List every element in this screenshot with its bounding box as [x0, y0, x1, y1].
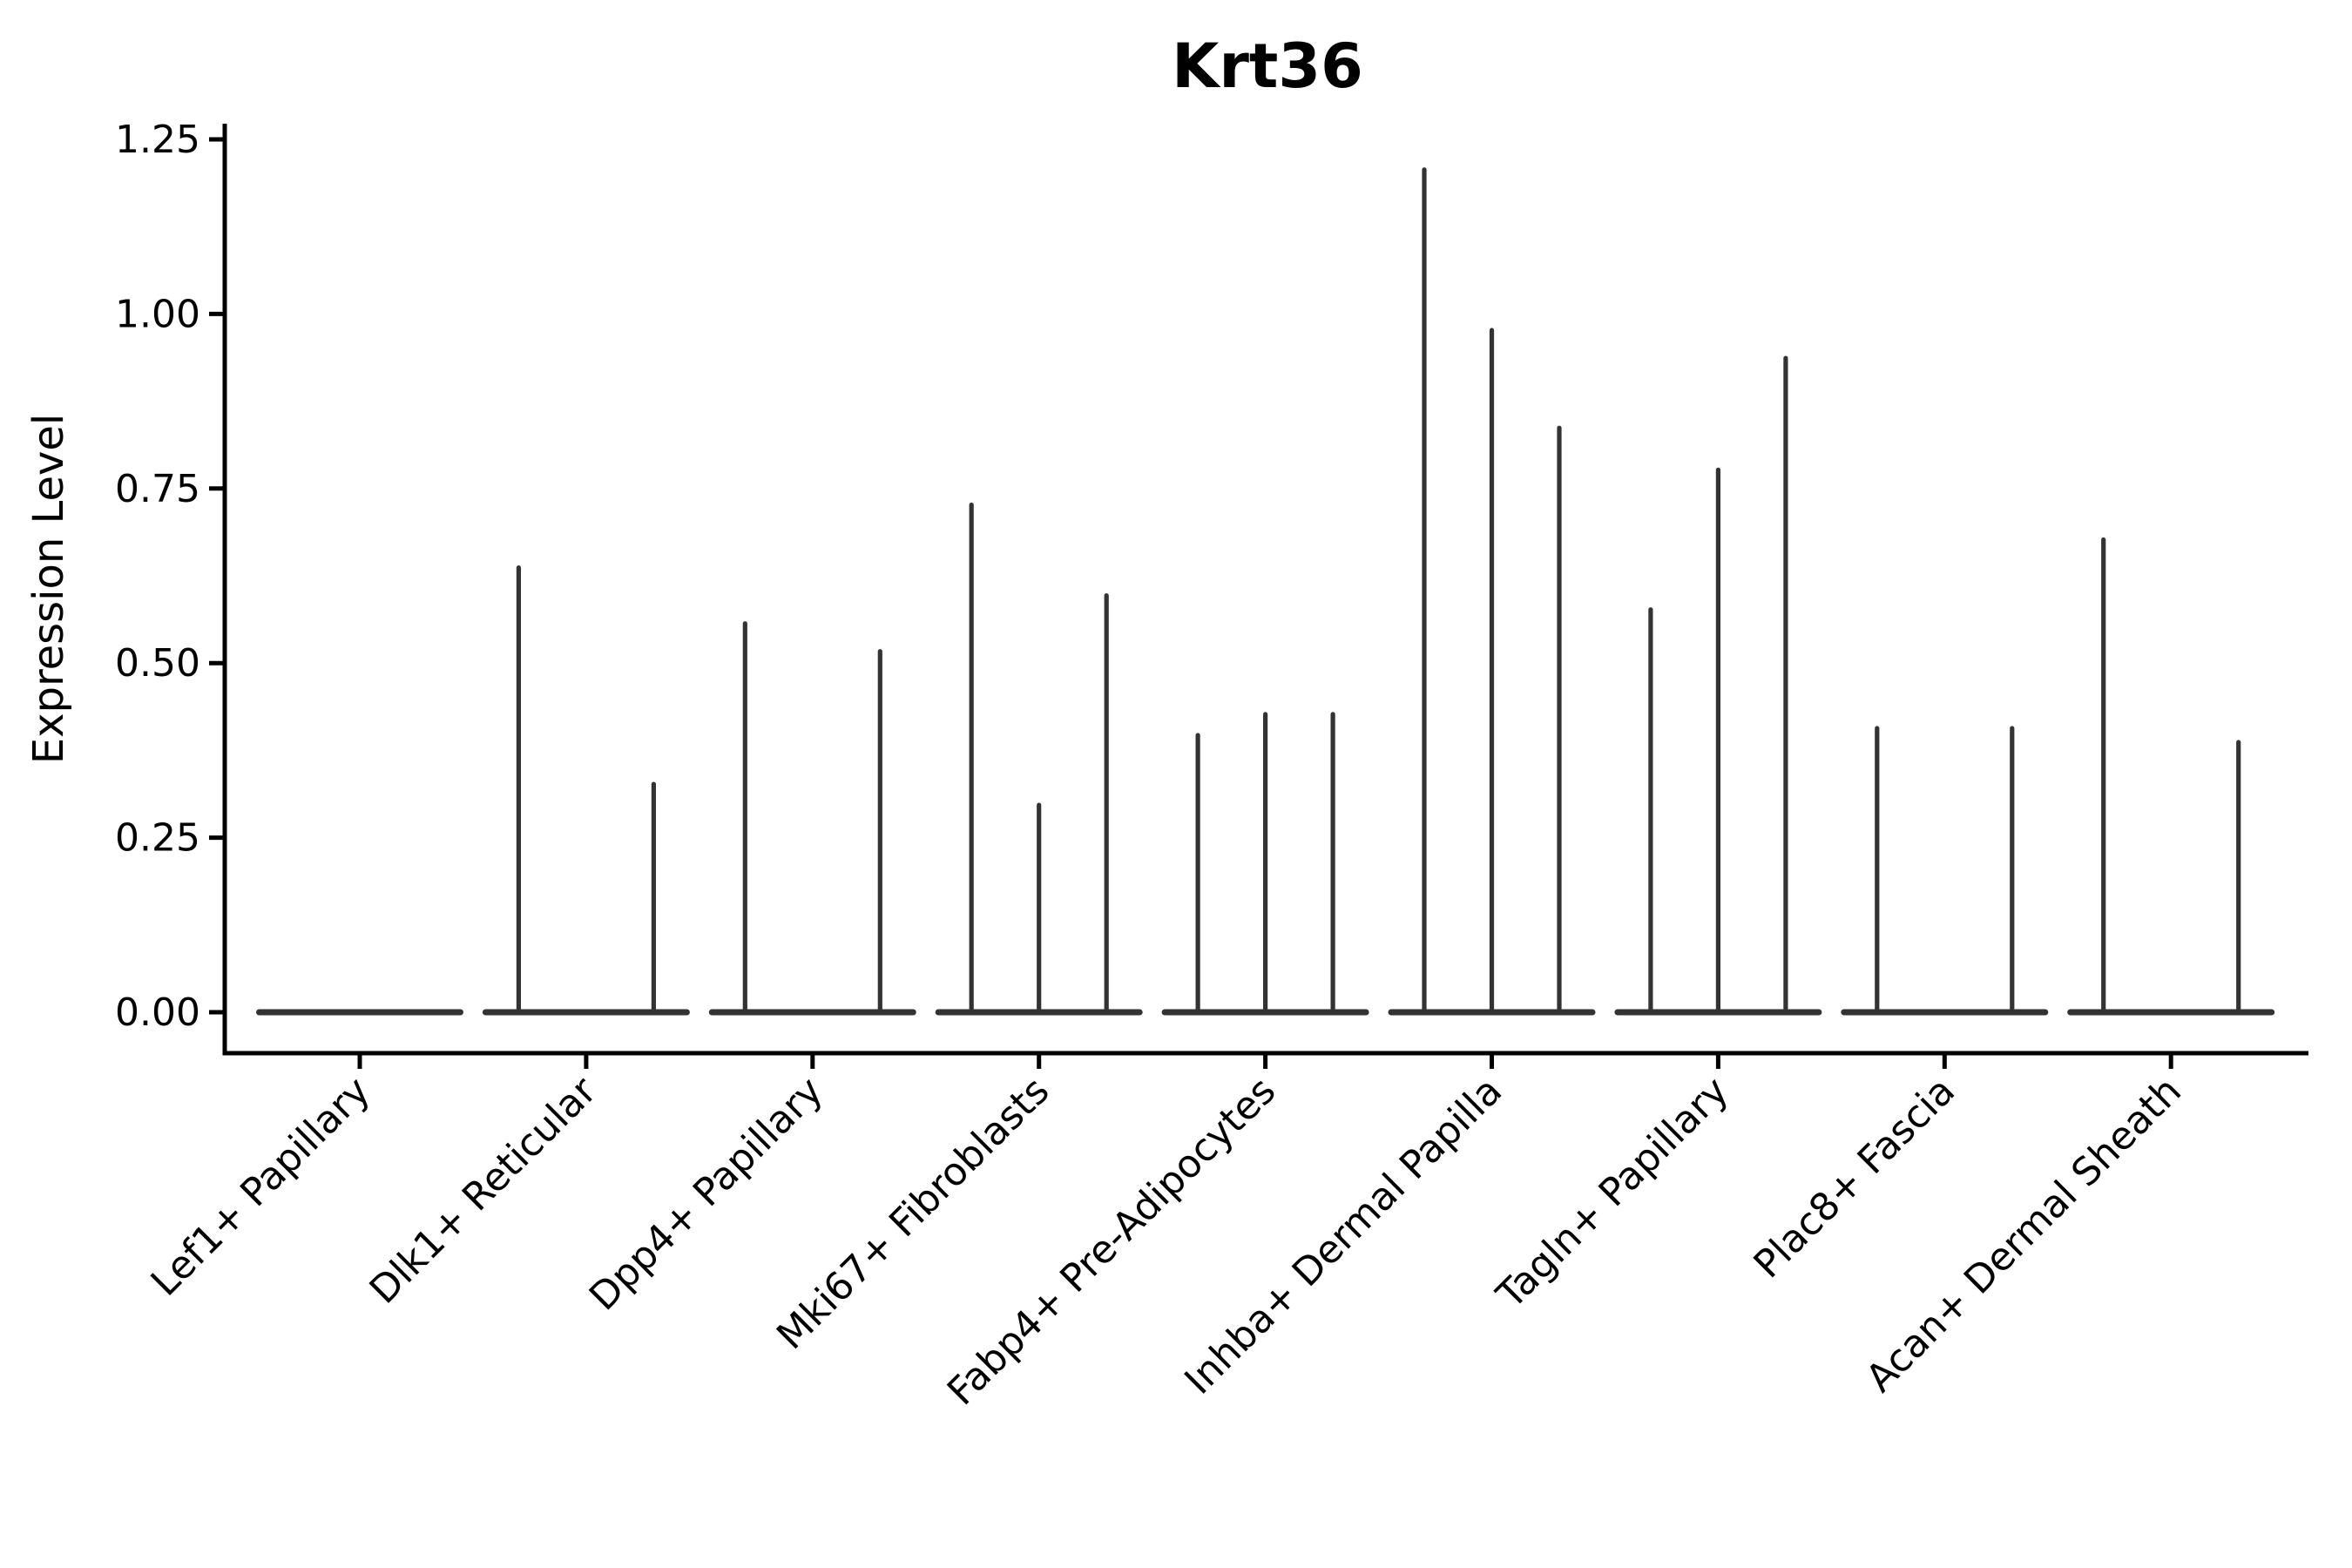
- violin-spike: [969, 502, 974, 1016]
- violin-spike: [1783, 355, 1788, 1016]
- x-tick-label: Dpp4+ Papillary: [581, 1069, 832, 1320]
- violin-spike: [651, 781, 656, 1016]
- chart-title: Krt36: [1172, 30, 1363, 102]
- violin-baseline: [708, 1009, 916, 1016]
- violin: [1161, 712, 1369, 1016]
- violin-baseline: [1841, 1009, 2049, 1016]
- y-tick-label: 0.00: [115, 990, 200, 1035]
- violin-spike: [1715, 467, 1720, 1016]
- violin-spike: [1875, 726, 1880, 1016]
- violin: [1388, 167, 1596, 1016]
- violin-baseline: [256, 1009, 463, 1016]
- violin-spike: [1195, 733, 1200, 1016]
- x-tick-label: Plac8+ Fascia: [1746, 1069, 1964, 1288]
- violin: [935, 502, 1143, 1016]
- violin-spike: [877, 649, 882, 1016]
- violins-layer: [256, 167, 2275, 1016]
- violin-spike: [1104, 593, 1109, 1016]
- x-tick-label: Lef1+ Papillary: [143, 1069, 379, 1305]
- violin-spike: [2236, 740, 2241, 1016]
- violin-spike: [516, 564, 521, 1016]
- y-tick-label: 1.00: [115, 292, 200, 336]
- violin: [1841, 726, 2049, 1016]
- violin-baseline: [2067, 1009, 2275, 1016]
- violin: [482, 564, 690, 1016]
- violin: [1614, 355, 1822, 1016]
- violin-spike: [2101, 537, 2106, 1016]
- y-axis-label: Expression Level: [24, 414, 73, 765]
- violin-spike: [1330, 712, 1335, 1016]
- violin-spike: [1489, 328, 1495, 1016]
- violin-spike: [1037, 802, 1042, 1016]
- violin: [708, 621, 916, 1016]
- violin: [2067, 537, 2275, 1016]
- y-tick-label: 1.25: [115, 118, 200, 162]
- violin-spike: [1557, 425, 1562, 1016]
- y-tick-label: 0.25: [115, 816, 200, 861]
- violin-spike: [2010, 726, 2015, 1016]
- violin-spike: [1422, 167, 1427, 1016]
- y-tick-label: 0.50: [115, 641, 200, 686]
- violin-baseline: [482, 1009, 690, 1016]
- y-tick-label: 0.75: [115, 467, 200, 511]
- violin: [256, 1009, 463, 1016]
- violin-spike: [742, 621, 747, 1016]
- x-tick-label: Dlk1+ Reticular: [362, 1068, 606, 1313]
- x-tick-label: Tagln+ Papillary: [1488, 1069, 1737, 1318]
- violin-spike: [1263, 712, 1268, 1016]
- violin-spike: [1648, 607, 1653, 1016]
